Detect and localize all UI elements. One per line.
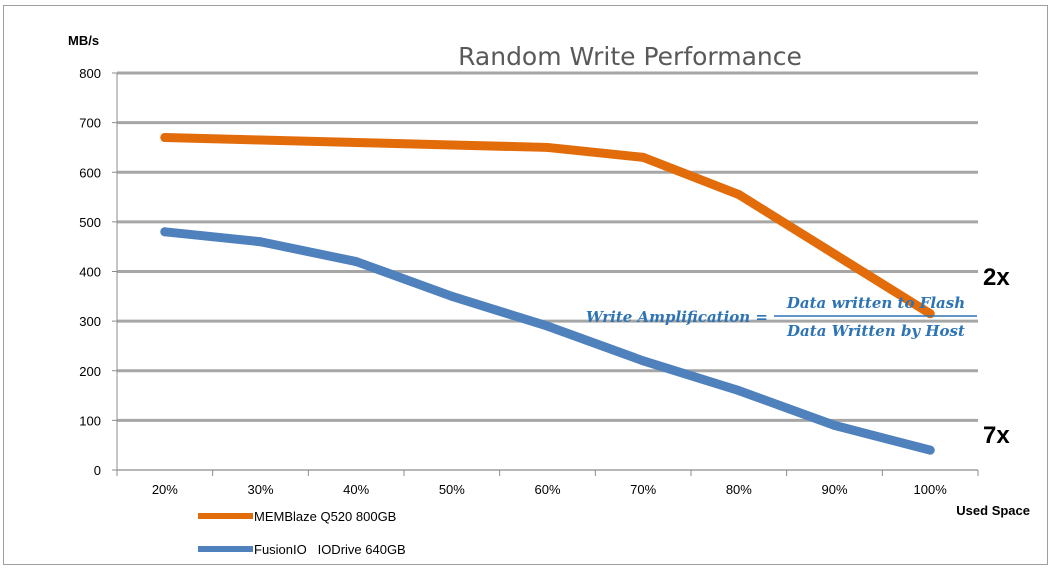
write-amplification-formula: Write Amplification = Data written to Fl… bbox=[586, 294, 977, 340]
data-point bbox=[734, 190, 744, 200]
x-tick-label: 80% bbox=[726, 482, 752, 497]
data-point bbox=[160, 227, 170, 237]
data-point bbox=[543, 321, 552, 331]
x-tick-label: 100% bbox=[914, 482, 948, 497]
legend-label-fusionio: FusionIO IODrive 640GB bbox=[254, 542, 406, 557]
legend-label-memblaze: MEMBlaze Q520 800GB bbox=[254, 509, 396, 524]
y-tick-label: 100 bbox=[79, 413, 101, 428]
formula-denominator: Data Written by Host bbox=[786, 322, 965, 340]
data-point bbox=[830, 249, 839, 259]
formula-numerator: Data written to Flash bbox=[786, 294, 965, 312]
x-tick-label: 90% bbox=[821, 482, 847, 497]
x-tick-label: 60% bbox=[534, 482, 560, 497]
chart-title: Random Write Performance bbox=[458, 42, 802, 71]
data-point bbox=[734, 386, 744, 396]
x-tick-label: 20% bbox=[152, 482, 178, 497]
data-point bbox=[638, 356, 648, 366]
y-axis-label: MB/s bbox=[68, 33, 99, 48]
series-line-1 bbox=[160, 227, 935, 455]
y-tick-label: 700 bbox=[79, 116, 101, 131]
x-tick-label: 40% bbox=[343, 482, 369, 497]
x-tick-label: 50% bbox=[439, 482, 465, 497]
formula-lhs: Write Amplification = bbox=[586, 308, 768, 326]
data-point bbox=[925, 445, 935, 455]
data-point bbox=[447, 291, 457, 301]
y-tick-label: 200 bbox=[79, 364, 101, 379]
y-tick-label: 0 bbox=[94, 463, 101, 478]
data-point bbox=[351, 257, 361, 267]
data-point bbox=[160, 133, 170, 143]
data-point bbox=[351, 137, 361, 147]
y-tick-label: 800 bbox=[79, 66, 101, 81]
y-axis-ticks: 0 100 200 300 400 500 600 700 800 bbox=[79, 66, 117, 478]
ratio-label-7x: 7x bbox=[983, 422, 1010, 449]
y-tick-label: 400 bbox=[79, 265, 101, 280]
ratio-label-2x: 2x bbox=[983, 264, 1010, 291]
series-line-0 bbox=[160, 133, 935, 319]
x-axis-label: Used Space bbox=[956, 503, 1030, 518]
gridlines bbox=[116, 71, 978, 471]
legend: MEMBlaze Q520 800GB FusionIO IODrive 640… bbox=[198, 509, 406, 557]
data-point bbox=[638, 152, 648, 162]
data-point bbox=[447, 140, 457, 150]
data-point bbox=[543, 142, 552, 152]
y-tick-label: 500 bbox=[79, 215, 101, 230]
y-tick-label: 300 bbox=[79, 314, 101, 329]
x-axis-ticks: 20% 30% 40% 50% 60% 70% 80% 90% 100% bbox=[116, 470, 979, 497]
y-tick-label: 600 bbox=[79, 165, 101, 180]
x-tick-label: 70% bbox=[630, 482, 656, 497]
chart-frame bbox=[3, 5, 1048, 565]
series-lines bbox=[160, 133, 935, 455]
data-point bbox=[256, 237, 265, 247]
data-point bbox=[830, 420, 839, 430]
x-tick-label: 30% bbox=[247, 482, 273, 497]
data-point bbox=[256, 135, 265, 145]
